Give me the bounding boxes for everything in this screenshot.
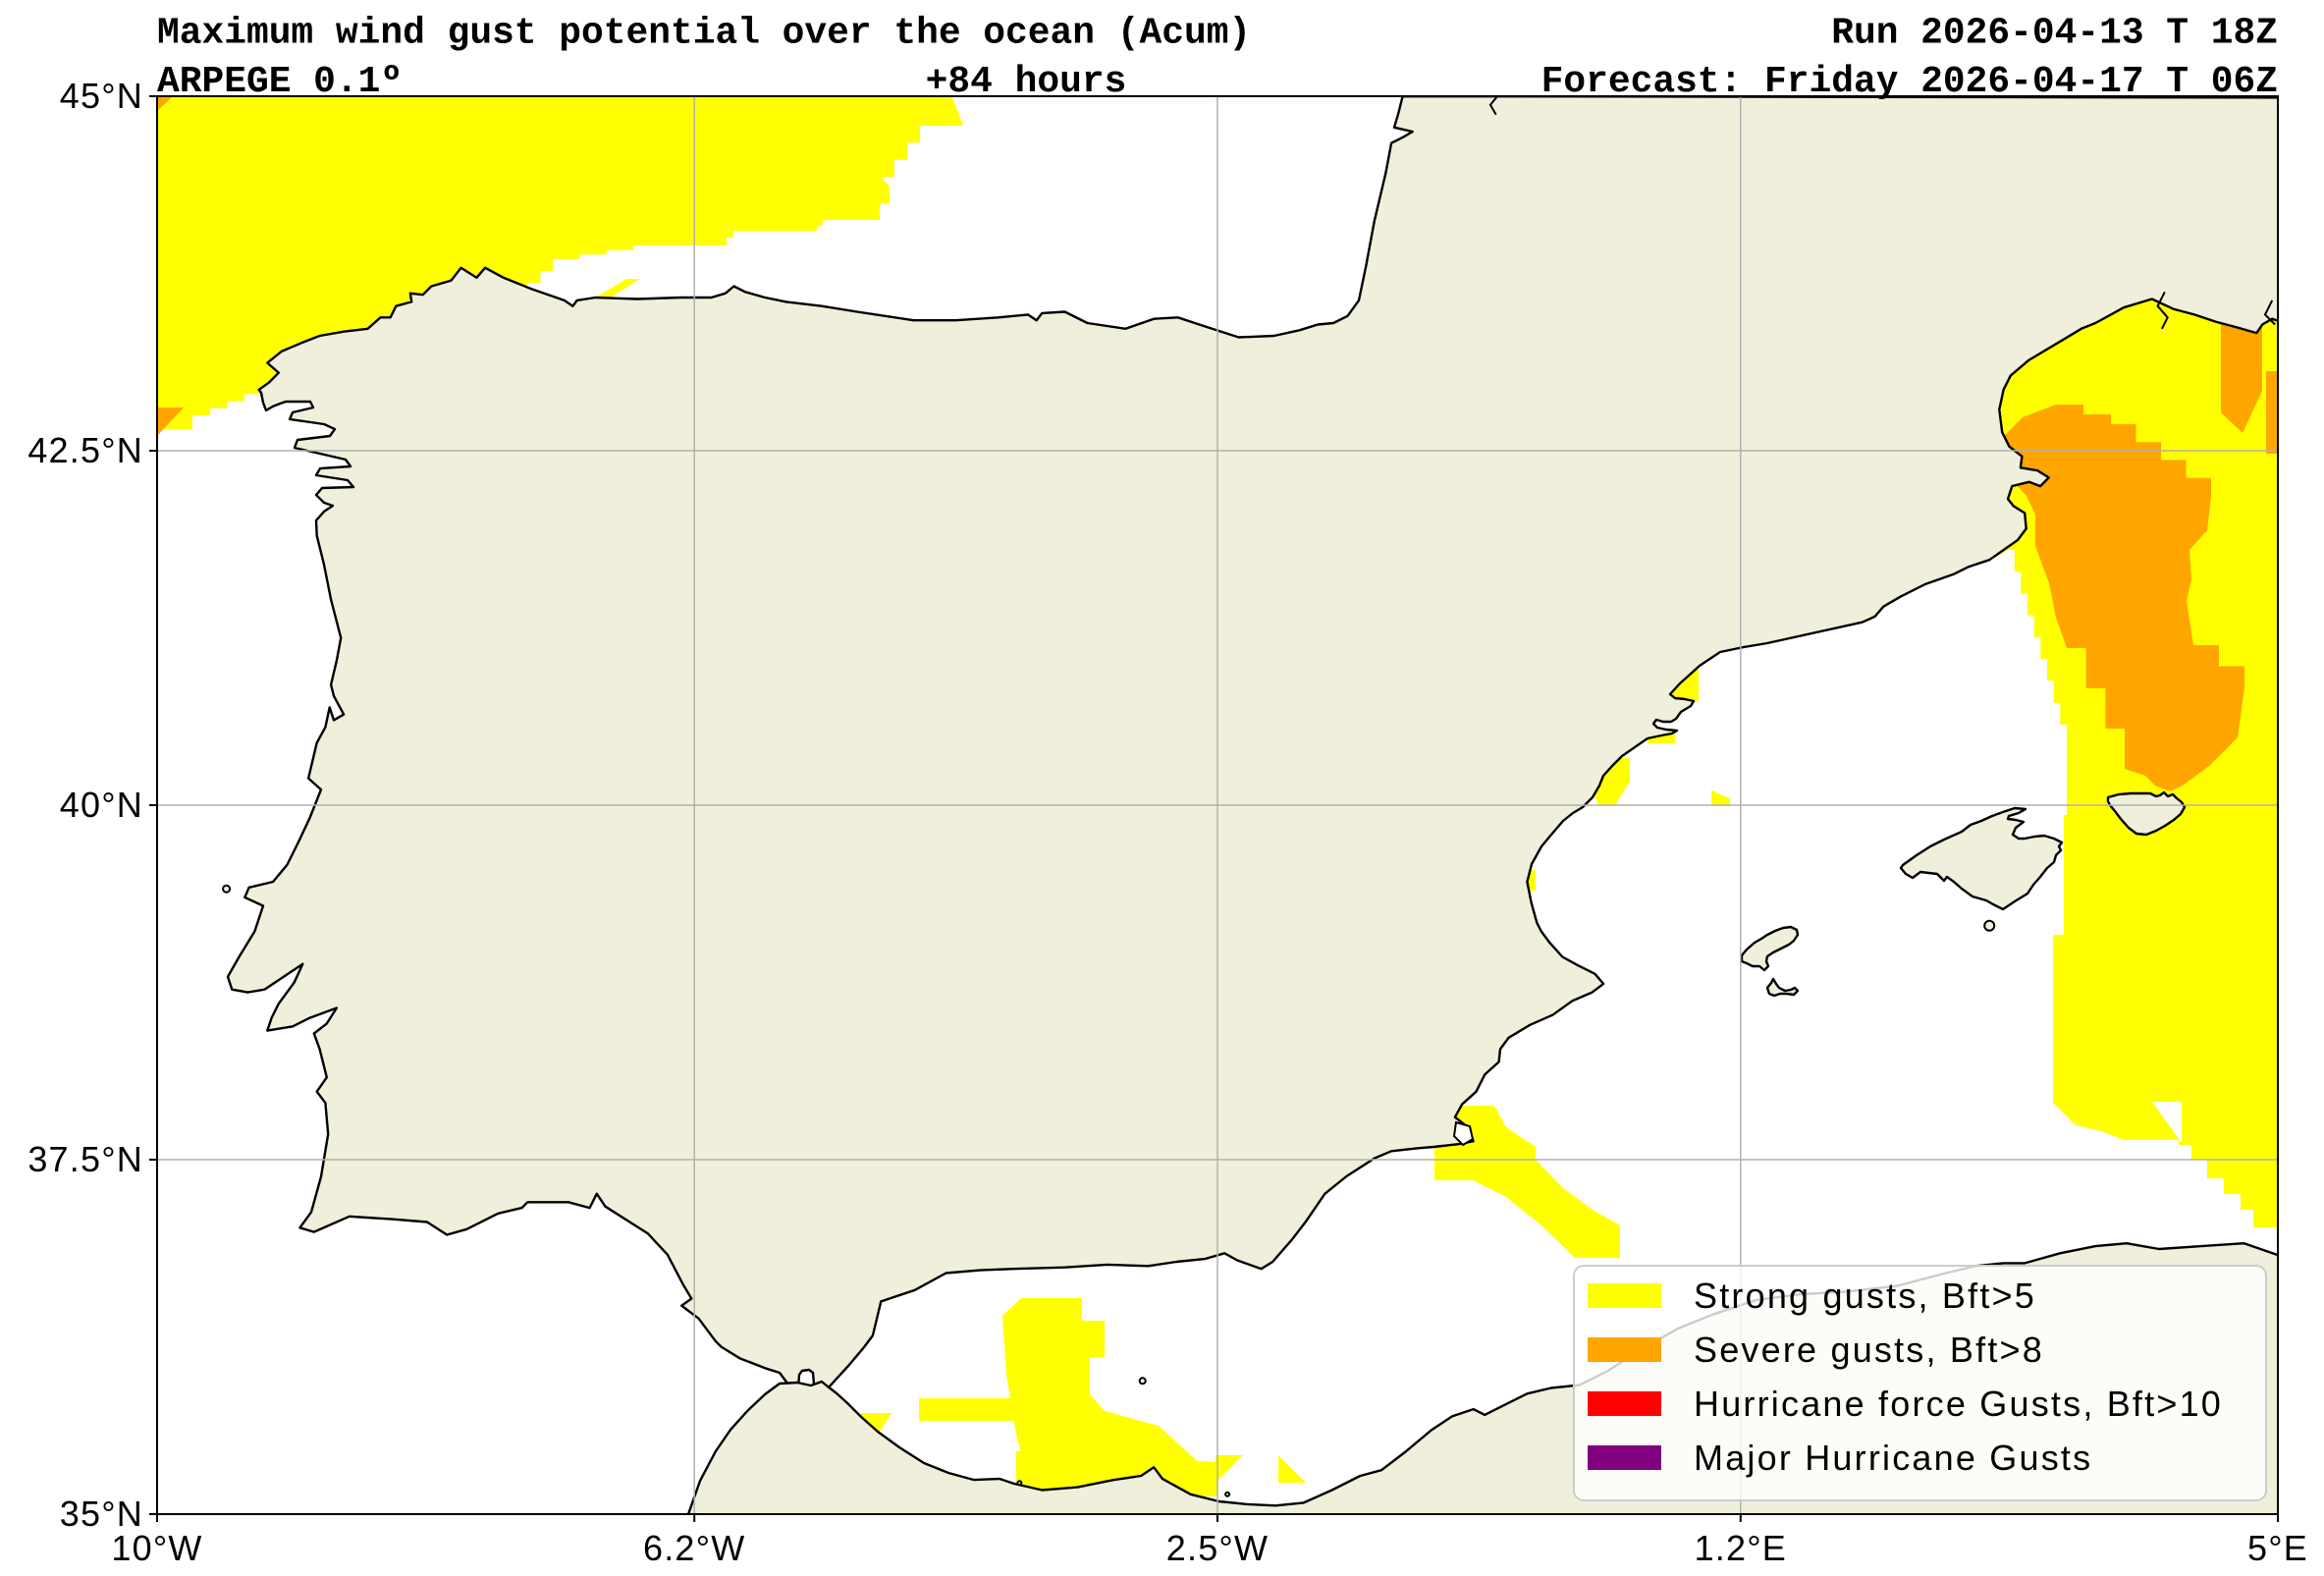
svg-text:5°E: 5°E (2247, 1528, 2308, 1568)
svg-text:40°N: 40°N (60, 785, 143, 825)
svg-text:+84 hours: +84 hours (926, 61, 1127, 103)
svg-text:ARPEGE 0.1º: ARPEGE 0.1º (157, 61, 403, 103)
svg-text:1.2°E: 1.2°E (1695, 1528, 1787, 1568)
svg-text:42.5°N: 42.5°N (27, 430, 143, 470)
svg-text:Maximum wind gust potential ov: Maximum wind gust potential over the oce… (157, 13, 1251, 55)
svg-text:Strong gusts, Bft>5: Strong gusts, Bft>5 (1694, 1276, 2036, 1316)
svg-text:Hurricane force Gusts, Bft>10: Hurricane force Gusts, Bft>10 (1694, 1384, 2223, 1424)
svg-text:Run 2026-04-13 T 18Z: Run 2026-04-13 T 18Z (1831, 13, 2278, 55)
svg-text:6.2°W: 6.2°W (643, 1528, 745, 1568)
svg-text:37.5°N: 37.5°N (27, 1139, 143, 1179)
svg-text:Severe gusts, Bft>8: Severe gusts, Bft>8 (1694, 1330, 2044, 1370)
svg-text:35°N: 35°N (60, 1494, 143, 1534)
svg-text:10°W: 10°W (111, 1528, 202, 1568)
svg-text:Forecast: Friday 2026-04-17 T: Forecast: Friday 2026-04-17 T 06Z (1541, 61, 2278, 103)
svg-text:2.5°W: 2.5°W (1166, 1528, 1269, 1568)
svg-text:Major Hurricane Gusts: Major Hurricane Gusts (1694, 1438, 2092, 1478)
svg-text:45°N: 45°N (60, 76, 143, 116)
